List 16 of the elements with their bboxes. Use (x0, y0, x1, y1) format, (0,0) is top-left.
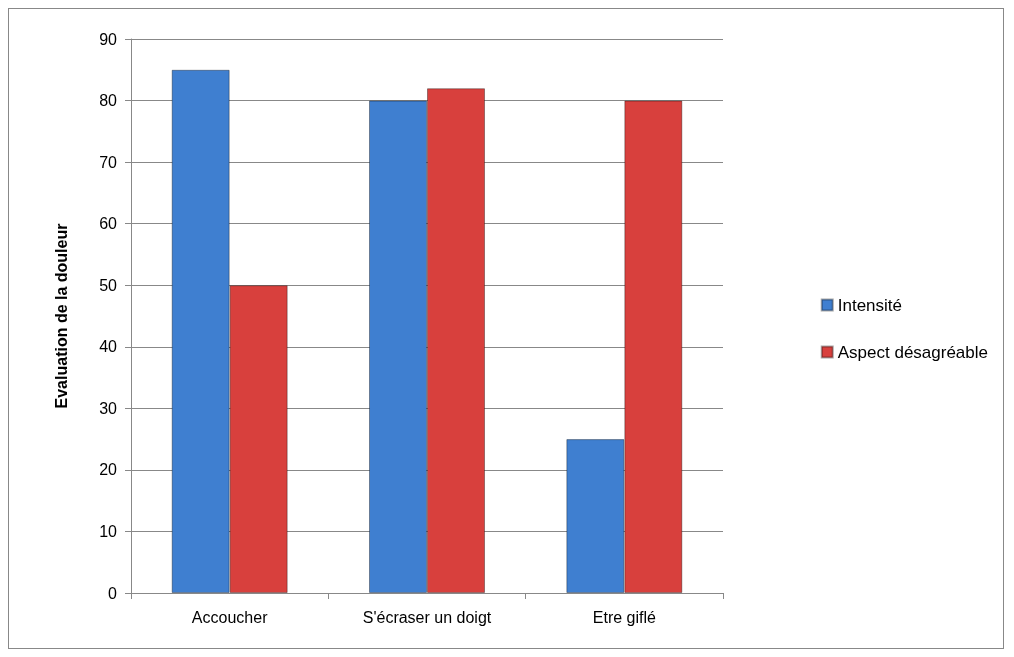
y-tick-label: 60 (99, 215, 118, 233)
x-tick-label: Etre giflé (592, 608, 657, 626)
y-tick-label: 70 (99, 153, 118, 171)
y-tick-label: 80 (99, 92, 118, 110)
y-axis-title: Evaluation de la douleur (52, 223, 70, 409)
y-tick-label: 30 (99, 399, 118, 417)
y-tick-label: 10 (99, 522, 118, 540)
x-tick-label: S'écraser un doigt (362, 608, 492, 626)
y-tick-label: 40 (99, 338, 118, 356)
y-tick-label: 0 (108, 584, 118, 602)
legend-label: Intensité (837, 295, 902, 315)
y-tick-label: 90 (99, 30, 118, 48)
x-tick-label: Accoucher (191, 608, 269, 626)
y-tick-label: 50 (99, 276, 118, 294)
legend-label: Aspect désagréable (837, 342, 989, 362)
y-tick-label: 20 (99, 461, 118, 479)
